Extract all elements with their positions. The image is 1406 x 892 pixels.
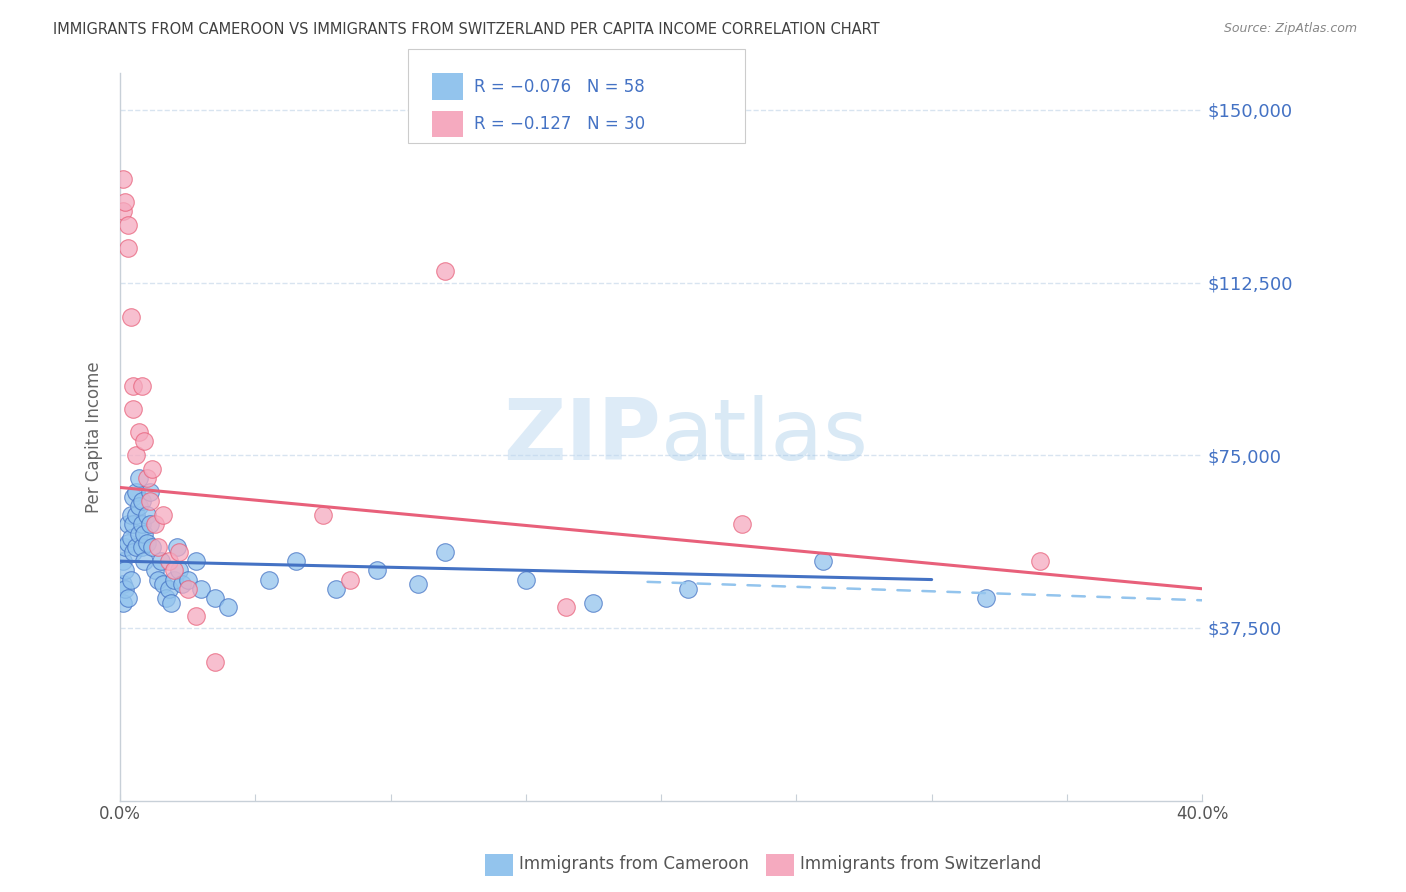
- Point: [111, 204, 134, 219]
- Point: [117, 241, 139, 255]
- Point: [312, 508, 335, 522]
- Point: [117, 218, 139, 232]
- Point: [122, 379, 145, 393]
- Point: [134, 526, 156, 541]
- Point: [555, 600, 578, 615]
- Point: [120, 573, 142, 587]
- Point: [176, 582, 198, 596]
- Point: [134, 434, 156, 449]
- Point: [184, 554, 207, 568]
- Point: [134, 554, 156, 568]
- Point: [163, 573, 186, 587]
- Point: [120, 508, 142, 522]
- Point: [339, 573, 361, 587]
- Point: [176, 573, 198, 587]
- Point: [136, 535, 159, 549]
- Point: [166, 541, 188, 555]
- Point: [111, 172, 134, 186]
- Point: [204, 656, 226, 670]
- Point: [141, 541, 163, 555]
- Point: [114, 563, 136, 577]
- Point: [184, 609, 207, 624]
- Text: R = −0.076   N = 58: R = −0.076 N = 58: [474, 78, 644, 95]
- Point: [117, 535, 139, 549]
- Point: [163, 563, 186, 577]
- Text: Immigrants from Cameroon: Immigrants from Cameroon: [519, 855, 748, 873]
- Point: [131, 541, 153, 555]
- Point: [257, 573, 280, 587]
- Point: [125, 485, 148, 500]
- Point: [128, 425, 150, 440]
- Text: R = −0.127   N = 30: R = −0.127 N = 30: [474, 115, 645, 133]
- Point: [325, 582, 347, 596]
- Point: [122, 517, 145, 532]
- Point: [131, 494, 153, 508]
- Point: [141, 462, 163, 476]
- Point: [190, 582, 212, 596]
- Point: [143, 563, 166, 577]
- Point: [136, 508, 159, 522]
- Text: IMMIGRANTS FROM CAMEROON VS IMMIGRANTS FROM SWITZERLAND PER CAPITA INCOME CORREL: IMMIGRANTS FROM CAMEROON VS IMMIGRANTS F…: [53, 22, 880, 37]
- Point: [120, 531, 142, 545]
- Point: [114, 194, 136, 209]
- Point: [111, 554, 134, 568]
- Point: [157, 554, 180, 568]
- Point: [128, 471, 150, 485]
- Point: [138, 517, 160, 532]
- Point: [138, 494, 160, 508]
- Y-axis label: Per Capita Income: Per Capita Income: [86, 361, 103, 513]
- Point: [131, 379, 153, 393]
- Point: [125, 448, 148, 462]
- Text: Source: ZipAtlas.com: Source: ZipAtlas.com: [1223, 22, 1357, 36]
- Text: Immigrants from Switzerland: Immigrants from Switzerland: [800, 855, 1042, 873]
- Point: [152, 577, 174, 591]
- Point: [157, 582, 180, 596]
- Point: [122, 402, 145, 417]
- Text: atlas: atlas: [661, 395, 869, 478]
- Point: [515, 573, 537, 587]
- Point: [146, 573, 169, 587]
- Point: [146, 541, 169, 555]
- Point: [217, 600, 239, 615]
- Point: [169, 545, 191, 559]
- Point: [731, 517, 754, 532]
- Point: [1029, 554, 1052, 568]
- Point: [111, 596, 134, 610]
- Point: [813, 554, 835, 568]
- Point: [366, 563, 388, 577]
- Point: [122, 545, 145, 559]
- Point: [125, 508, 148, 522]
- Point: [117, 517, 139, 532]
- Point: [117, 591, 139, 605]
- Point: [125, 541, 148, 555]
- Point: [582, 596, 605, 610]
- Point: [676, 582, 699, 596]
- Point: [155, 591, 177, 605]
- Point: [138, 485, 160, 500]
- Point: [143, 517, 166, 532]
- Point: [120, 310, 142, 324]
- Point: [160, 596, 183, 610]
- Point: [136, 471, 159, 485]
- Point: [149, 554, 172, 568]
- Point: [169, 563, 191, 577]
- Point: [114, 582, 136, 596]
- Point: [284, 554, 307, 568]
- Point: [433, 264, 456, 278]
- Point: [131, 517, 153, 532]
- Point: [128, 526, 150, 541]
- Point: [152, 508, 174, 522]
- Point: [974, 591, 997, 605]
- Text: ZIP: ZIP: [503, 395, 661, 478]
- Point: [433, 545, 456, 559]
- Point: [172, 577, 194, 591]
- Point: [204, 591, 226, 605]
- Point: [122, 490, 145, 504]
- Point: [128, 499, 150, 513]
- Point: [114, 541, 136, 555]
- Point: [406, 577, 429, 591]
- Point: [111, 577, 134, 591]
